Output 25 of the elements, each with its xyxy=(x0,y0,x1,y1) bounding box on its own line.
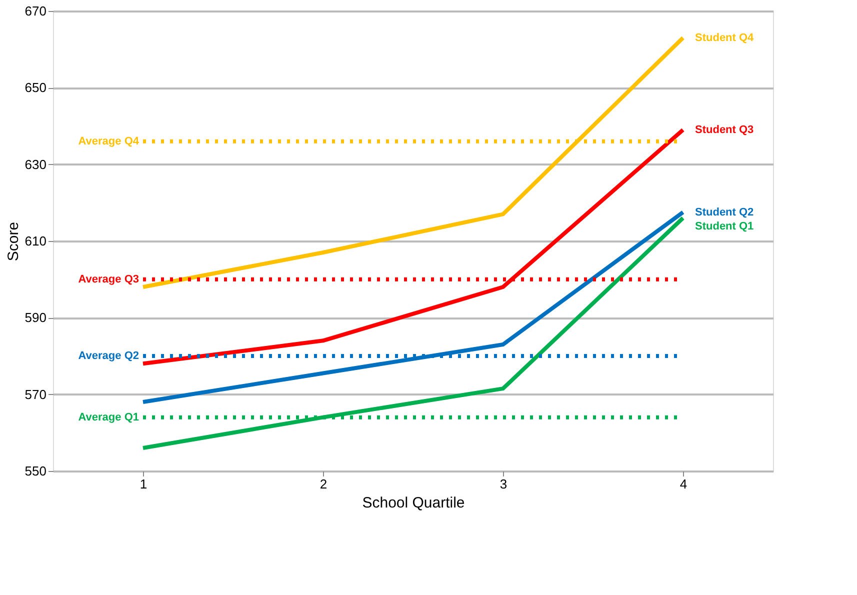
y-tick-label: 650 xyxy=(24,80,46,96)
line-series xyxy=(141,36,685,289)
series-label: Student Q4 xyxy=(695,32,755,44)
ref-line-label: Average Q3 xyxy=(78,273,139,286)
y-tick-label: 610 xyxy=(24,234,46,248)
x-tick-label: 3 xyxy=(500,476,508,492)
y-tick-label: 550 xyxy=(24,464,46,478)
series-label: Student Q3 xyxy=(695,124,754,136)
x-axis-title: School Quartile xyxy=(362,494,465,512)
ref-line-label: Average Q1 xyxy=(78,411,139,424)
x-tick-label: 2 xyxy=(320,476,328,492)
y-tick-label: 590 xyxy=(24,310,46,326)
y-tick-label: 630 xyxy=(24,156,46,172)
line-series xyxy=(141,216,685,450)
ref-line-label: Average Q2 xyxy=(78,350,139,362)
series-label: Student Q2 xyxy=(695,206,754,218)
x-tick-label: 1 xyxy=(140,476,148,492)
line-series xyxy=(141,128,685,366)
y-axis-title: Score xyxy=(4,222,22,262)
ref-line-label: Average Q4 xyxy=(78,135,140,148)
line-series xyxy=(141,210,685,404)
y-tick-label: 670 xyxy=(24,4,46,18)
series-label: Student Q1 xyxy=(695,220,754,232)
x-tick-label: 4 xyxy=(680,476,688,492)
y-tick-label: 570 xyxy=(24,386,46,402)
